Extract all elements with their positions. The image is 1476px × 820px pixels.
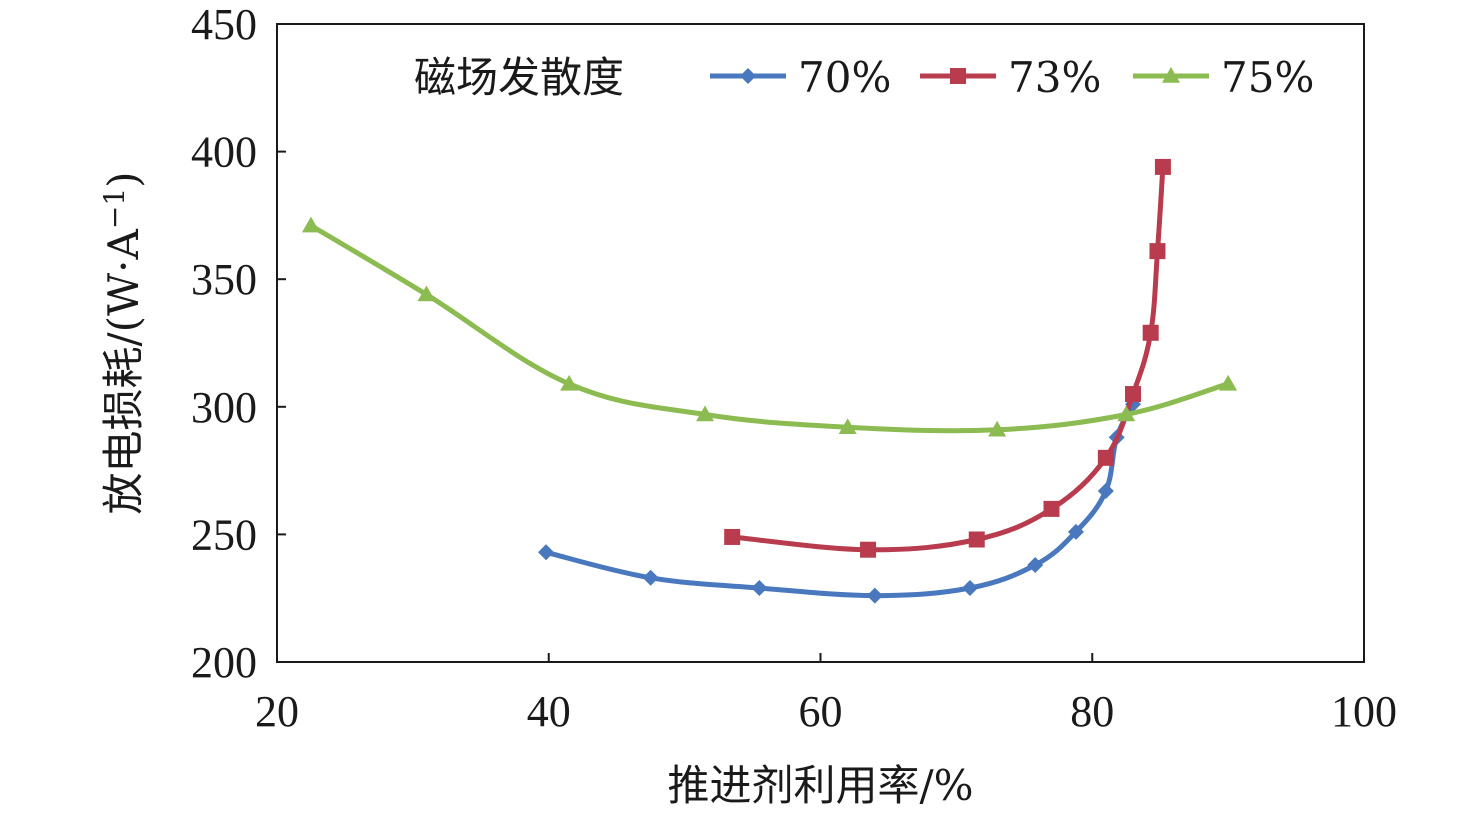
series-2 (301, 216, 1238, 437)
legend-marker (1162, 67, 1180, 83)
data-point (560, 374, 579, 391)
data-point (301, 216, 320, 233)
data-point (1027, 557, 1044, 574)
y-axis-label-superscript: −1 (98, 188, 131, 229)
legend-entry: 73% (920, 53, 1101, 102)
legend-label: 70% (798, 53, 891, 102)
y-tick-label: 250 (191, 510, 257, 559)
y-tick-label: 450 (191, 0, 257, 49)
x-tick-label: 40 (527, 687, 571, 736)
data-point (538, 544, 555, 561)
data-point (1142, 324, 1159, 341)
series-0 (538, 396, 1142, 604)
legend-title: 磁场发散度 (414, 53, 624, 102)
series-1 (724, 158, 1171, 558)
legend: 磁场发散度 70% 73% 75% (414, 53, 1314, 102)
y-tick-label: 350 (191, 255, 257, 304)
series-line (308, 223, 1231, 434)
data-point (1067, 523, 1084, 540)
tick-labels: 20 40 60 80 100 200 250 300 350 400 450 (191, 0, 1397, 736)
data-point (1097, 483, 1114, 500)
data-point (1149, 243, 1166, 260)
data-point (988, 420, 1007, 437)
x-tick-label: 80 (1070, 687, 1114, 736)
legend-entry: 70% (710, 53, 891, 102)
y-axis-label: 放电损耗/(W·A−1) (98, 171, 148, 514)
data-point (968, 531, 985, 548)
x-tick-label: 100 (1331, 687, 1397, 736)
x-tick-label: 60 (799, 687, 843, 736)
y-axis-label-close: ) (99, 171, 148, 187)
data-point (751, 579, 768, 596)
y-tick-label: 200 (191, 638, 257, 687)
legend-marker (950, 68, 966, 84)
data-point (1117, 405, 1136, 422)
data-point (1097, 449, 1114, 466)
data-point (417, 285, 436, 302)
data-point (724, 528, 741, 545)
y-axis-label-main: 放电损耗/(W·A (99, 228, 148, 514)
y-tick-label: 400 (191, 128, 257, 177)
data-point (1125, 386, 1142, 403)
data-point (642, 569, 659, 586)
axis-ticks (276, 23, 1365, 663)
x-axis-label: 推进剂利用率/% (667, 761, 973, 810)
data-point (961, 579, 978, 596)
x-tick-label: 20 (255, 687, 299, 736)
series-layer (301, 158, 1238, 604)
y-tick-label: 300 (191, 383, 257, 432)
data-point (838, 418, 857, 434)
legend-marker (740, 68, 756, 84)
plot-area-frame (276, 23, 1365, 663)
legend-label: 75% (1221, 53, 1314, 102)
legend-label: 73% (1008, 53, 1101, 102)
data-point (696, 405, 715, 422)
data-point (860, 541, 877, 558)
data-point (866, 587, 883, 604)
data-point (1219, 374, 1238, 391)
legend-entry: 75% (1133, 53, 1314, 102)
series-line (729, 164, 1166, 553)
data-point (1154, 158, 1171, 175)
data-point (1043, 500, 1060, 517)
